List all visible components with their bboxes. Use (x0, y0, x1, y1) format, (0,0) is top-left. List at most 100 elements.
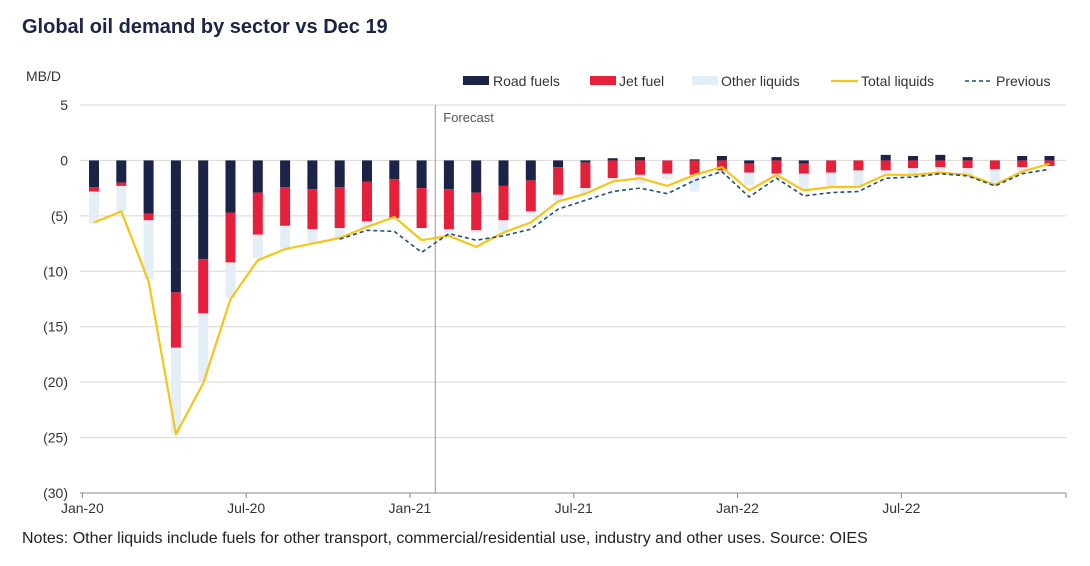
y-tick-label: (30) (43, 485, 68, 501)
bar-other-liquids (689, 174, 700, 192)
bar-jet-fuel (225, 212, 236, 263)
bar-road-fuels (334, 160, 345, 188)
bar-road-fuels (908, 155, 918, 161)
bar-jet-fuel (798, 163, 809, 174)
y-tick-label: (25) (43, 430, 68, 446)
bar-other-liquids (443, 229, 454, 233)
bar-other-liquids (853, 170, 864, 186)
legend-label: Other liquids (721, 73, 800, 89)
bar-jet-fuel (143, 213, 154, 221)
bar-road-fuels (170, 160, 181, 293)
bar-jet-fuel (962, 160, 973, 169)
bar-road-fuels (553, 160, 564, 168)
bar-jet-fuel (280, 187, 291, 226)
bar-road-fuels (252, 160, 263, 193)
bar-other-liquids (1017, 167, 1028, 172)
bar-road-fuels (307, 160, 318, 190)
bar-jet-fuel (116, 182, 127, 186)
bar-jet-fuel (471, 192, 482, 231)
bar-road-fuels (116, 160, 127, 183)
bar-other-liquids (471, 230, 482, 233)
bar-road-fuels (471, 160, 482, 193)
bar-other-liquids (225, 262, 236, 298)
bar-jet-fuel (362, 181, 372, 222)
x-tick-label: Jul-22 (882, 500, 920, 516)
bar-road-fuels (225, 160, 236, 213)
bar-other-liquids (280, 225, 291, 249)
bar-road-fuels (935, 154, 946, 161)
bar-other-liquids (1044, 165, 1055, 168)
legend-label: Road fuels (493, 73, 560, 89)
x-tick-label: Jul-21 (555, 500, 593, 516)
bar-road-fuels (1044, 155, 1055, 161)
x-tick-label: Jul-20 (227, 500, 265, 516)
bar-jet-fuel (553, 167, 564, 195)
y-tick-label: 0 (60, 152, 68, 168)
bar-jet-fuel (198, 259, 209, 314)
bar-other-liquids (89, 191, 99, 224)
bar-road-fuels (280, 160, 291, 188)
legend-label: Previous (996, 73, 1050, 89)
legend: Road fuels Jet fuel Other liquids Total liq… (463, 73, 1050, 89)
bar-other-liquids (880, 170, 891, 174)
line-total-liquids (93, 162, 1050, 436)
bar-other-liquids (389, 218, 400, 220)
bar-road-fuels (389, 160, 400, 180)
legend-swatch-road-fuels (463, 76, 489, 85)
bar-jet-fuel (771, 160, 782, 174)
bar-other-liquids (334, 228, 345, 239)
bar-other-liquids (170, 347, 181, 434)
bar-road-fuels (798, 160, 809, 164)
y-tick-label: (5) (51, 208, 68, 224)
bar-other-liquids (798, 173, 809, 191)
lines (93, 162, 1050, 436)
bar-other-liquids (580, 188, 591, 194)
y-tick-label: (10) (43, 263, 68, 279)
bar-jet-fuel (334, 187, 345, 229)
bar-other-liquids (143, 220, 154, 280)
bar-jet-fuel (853, 160, 864, 171)
bar-road-fuels (416, 160, 427, 189)
bar-road-fuels (962, 157, 973, 161)
bar-jet-fuel (1044, 160, 1055, 166)
bar-road-fuels (1017, 155, 1028, 161)
bar-road-fuels (525, 160, 536, 181)
bar-other-liquids (935, 167, 946, 174)
bar-jet-fuel (525, 180, 536, 212)
bar-jet-fuel (307, 189, 318, 230)
chart-title: Global oil demand by sector vs Dec 19 (22, 16, 388, 38)
x-tick-label: Jan-21 (389, 500, 432, 516)
bar-jet-fuel (416, 188, 427, 229)
bar-jet-fuel (908, 160, 918, 169)
bar-road-fuels (198, 160, 209, 260)
chart-note: Notes: Other liquids include fuels for o… (22, 530, 868, 547)
forecast-marker: Forecast (434, 105, 494, 493)
x-axis: Jan-20 Jul-20 Jan-21 Jul-21 Jan-22 Jul-22 (61, 492, 1067, 516)
forecast-label: Forecast (443, 110, 494, 125)
bar-jet-fuel (580, 162, 591, 189)
bar-jet-fuel (935, 160, 946, 168)
bar-road-fuels (443, 160, 454, 190)
bar-road-fuels (635, 157, 645, 161)
legend-label: Jet fuel (619, 73, 664, 89)
bar-jet-fuel (689, 160, 700, 175)
bar-road-fuels (580, 160, 591, 163)
bar-road-fuels (362, 160, 372, 182)
bar-jet-fuel (170, 292, 181, 348)
bar-jet-fuel (989, 160, 1000, 170)
bar-road-fuels (771, 157, 782, 161)
bar-other-liquids (826, 172, 837, 186)
legend-swatch-jet-fuel (590, 76, 616, 85)
x-tick-label: Jan-20 (61, 500, 104, 516)
bar-jet-fuel (880, 160, 891, 171)
bar-other-liquids (362, 221, 372, 229)
bar-jet-fuel (1017, 160, 1028, 168)
bar-other-liquids (198, 313, 209, 383)
bar-other-liquids (553, 194, 564, 202)
bar-jet-fuel (443, 189, 454, 230)
bar-jet-fuel (716, 160, 727, 171)
y-tick-label: (20) (43, 374, 68, 390)
y-axis-ticks: 5 0 (5) (10) (15) (20) (25) (30) (43, 97, 68, 501)
bar-jet-fuel (826, 160, 837, 173)
